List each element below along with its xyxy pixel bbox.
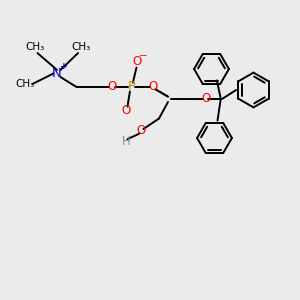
Text: N: N — [52, 67, 62, 80]
Text: CH₃: CH₃ — [16, 79, 35, 89]
Text: P: P — [128, 80, 135, 94]
Text: CH₃: CH₃ — [71, 41, 91, 52]
Text: O: O — [136, 124, 146, 137]
Text: H: H — [122, 135, 130, 148]
Text: O: O — [148, 80, 158, 94]
Text: +: + — [60, 62, 68, 71]
Text: O: O — [201, 92, 210, 106]
Text: CH₃: CH₃ — [25, 41, 44, 52]
Text: −: − — [139, 51, 148, 61]
Text: O: O — [107, 80, 116, 94]
Text: O: O — [133, 55, 142, 68]
Text: O: O — [122, 103, 130, 117]
